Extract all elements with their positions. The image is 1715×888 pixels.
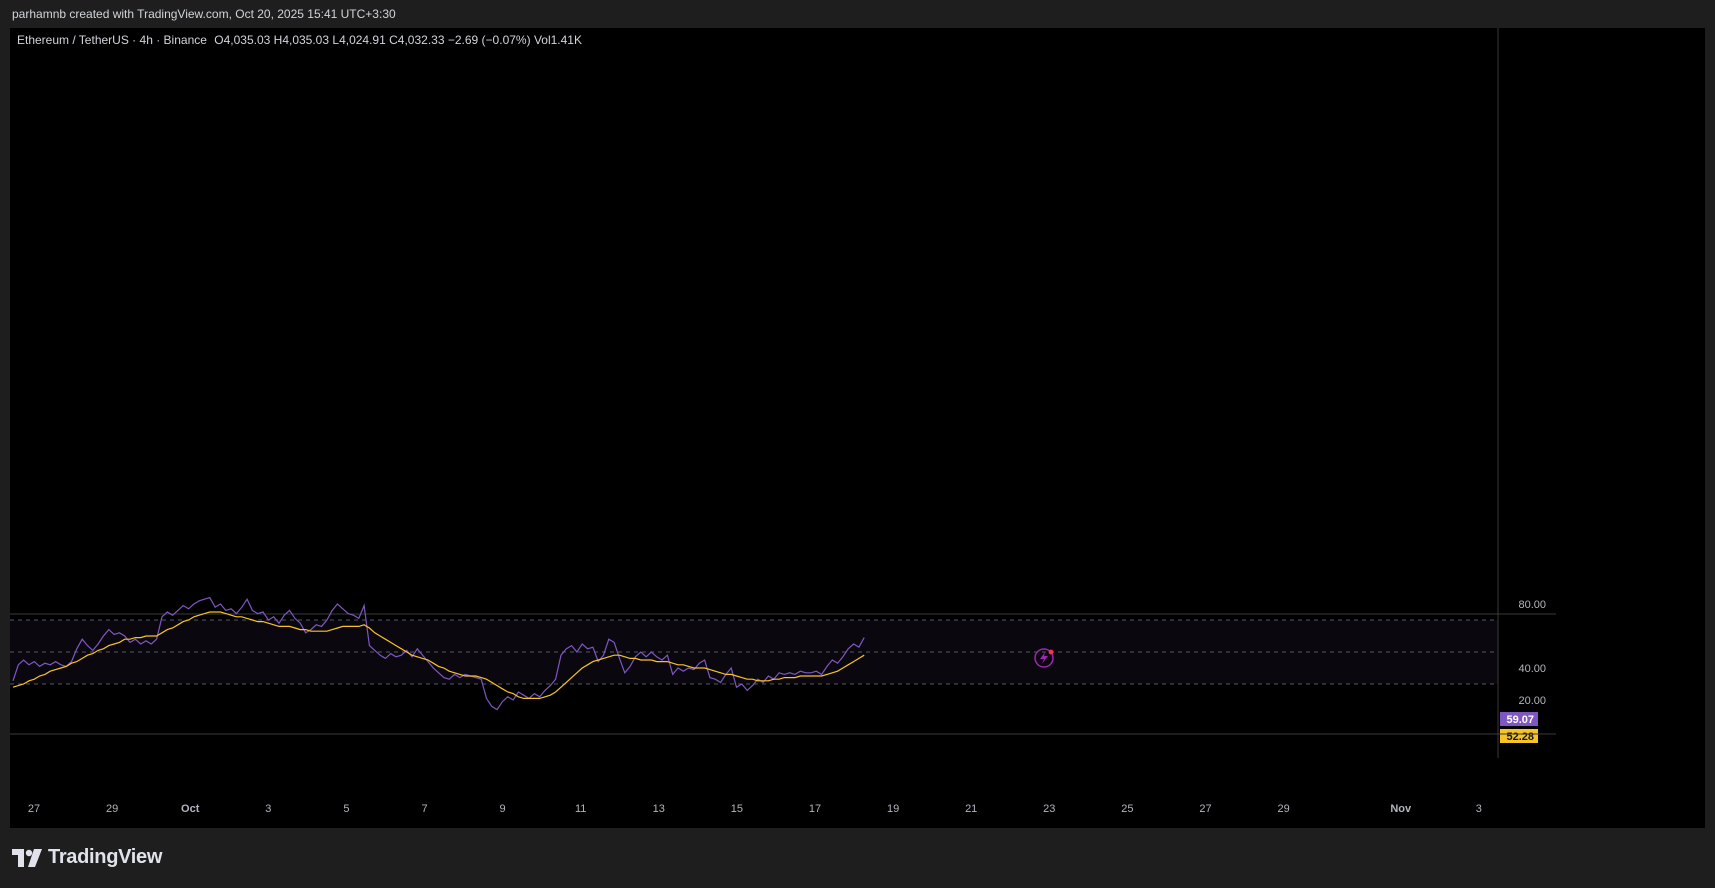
rsi-series-rsi — [12, 596, 865, 711]
volume-value: Vol1.41K — [533, 33, 582, 47]
time-tick-label: 7 — [421, 803, 427, 815]
time-tick-label: 29 — [106, 803, 118, 815]
chart-frame — [10, 28, 1705, 828]
symbol-name: Ethereum / TetherUS — [17, 33, 129, 47]
time-tick-label: 27 — [1199, 803, 1211, 815]
rsi-panel — [10, 596, 1556, 711]
close-value: C4,032.33 — [389, 33, 445, 47]
time-tick-label: 13 — [653, 803, 665, 815]
tradingview-logo-text: TradingView — [48, 846, 163, 868]
notification-dot-icon — [1048, 649, 1054, 655]
time-tick-label: 5 — [343, 803, 349, 815]
time-tick-label: 3 — [265, 803, 271, 815]
interval: 4h — [139, 33, 153, 47]
lightning-icon — [1034, 648, 1054, 668]
change-value: −2.69 (−0.07%) — [447, 33, 531, 47]
lightning-bolt-icon — [1040, 652, 1048, 664]
rsi-series-ma — [12, 611, 865, 700]
time-tick-label: 9 — [500, 803, 506, 815]
rsi-value-box — [1500, 712, 1538, 726]
rsi-value-box — [1500, 729, 1538, 743]
time-tick-label: Oct — [181, 803, 200, 815]
time-tick-label: 15 — [731, 803, 743, 815]
misc-overlays — [1034, 648, 1054, 668]
time-tick-label: 21 — [965, 803, 977, 815]
exchange: Binance — [163, 33, 207, 47]
time-tick-label: Nov — [1390, 803, 1412, 815]
time-tick-label: 25 — [1121, 803, 1133, 815]
time-tick-label: 11 — [575, 803, 586, 815]
symbol-legend[interactable]: Ethereum / TetherUS · 4h · Binance O4,03… — [17, 33, 582, 47]
time-tick-label: 23 — [1043, 803, 1055, 815]
tradingview-logo[interactable]: TradingView — [12, 846, 162, 869]
time-tick-label: 3 — [1476, 803, 1482, 815]
time-axis: 27 29 Oct 3 5 7 9 11 13 15 17 19 21 23 25 27 29 Nov 3 — [10, 733, 1556, 815]
open-value: O4,035.03 — [214, 33, 271, 47]
tradingview-logo-icon — [12, 848, 42, 867]
price-axis: 5,000.004,900.004,800.004,700.004,600.00… — [1497, 28, 1546, 758]
attribution-bar: parhamnb created with TradingView.com, O… — [0, 0, 1715, 28]
low-value: L4,024.91 — [332, 33, 386, 47]
time-tick-label: 17 — [809, 803, 821, 815]
rsi-tick-label: 20.00 — [1518, 695, 1546, 707]
high-value: H4,035.03 — [273, 33, 330, 47]
rsi-value-text: 59.07 — [1506, 714, 1534, 726]
time-tick-label: 27 — [28, 803, 40, 815]
time-tick-label: 19 — [887, 803, 899, 815]
rsi-tick-label: 80.00 — [1518, 599, 1546, 611]
rsi-tick-label: 40.00 — [1518, 663, 1546, 675]
footer-bar — [0, 828, 1715, 888]
attribution-text: parhamnb created with TradingView.com, O… — [12, 7, 396, 21]
time-tick-label: 29 — [1277, 803, 1289, 815]
rsi-value-text: 52.28 — [1506, 731, 1534, 743]
